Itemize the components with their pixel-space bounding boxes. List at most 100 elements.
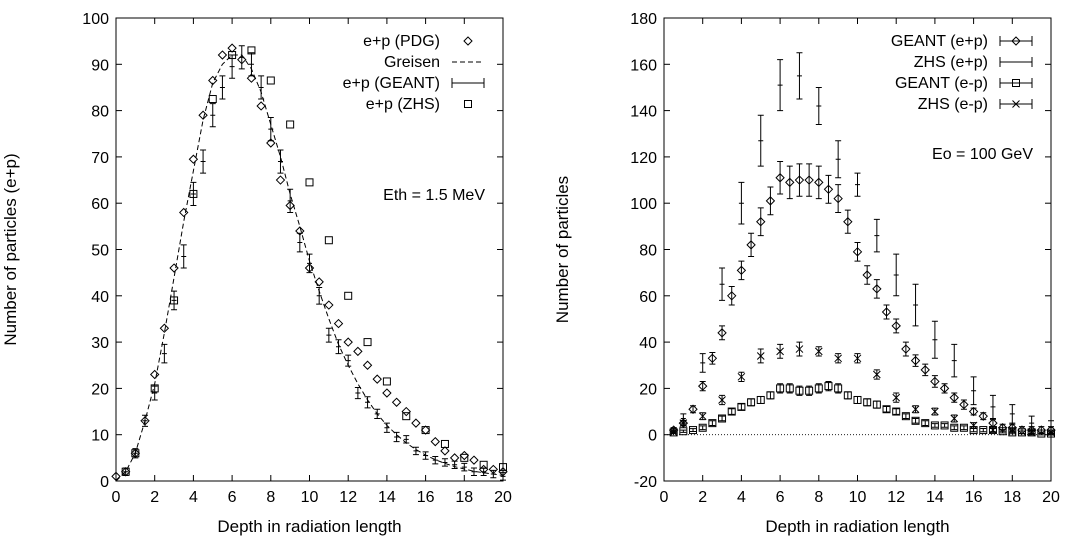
x-tick-label: 10	[301, 489, 319, 506]
error-bar	[825, 174, 832, 204]
error-bar	[1038, 431, 1045, 436]
error-bar	[728, 408, 735, 415]
error-bar	[238, 45, 245, 70]
data-point	[911, 416, 920, 425]
x-tick-label: 10	[849, 489, 867, 506]
y-tick-label: 80	[639, 243, 657, 260]
error-bar	[219, 75, 226, 100]
error-bar	[364, 396, 371, 409]
data-point	[420, 425, 431, 435]
error-bar	[893, 318, 900, 334]
data-point	[689, 426, 698, 435]
data-point	[978, 411, 988, 421]
legend-errorbar	[451, 78, 485, 88]
y-tick-label: 10	[91, 428, 109, 445]
error-bar	[893, 253, 900, 297]
legend-label: ZHS (e+p)	[914, 54, 988, 71]
left-chart-panel: 0 2 4 6 8 10 12 14 16 18 20 0 10 20 30 40 50 60 70 80 90 100 D…	[1, 11, 512, 536]
x-axis-label: Depth in radiation length	[217, 517, 401, 536]
error-bar	[132, 448, 139, 459]
error-bar	[296, 232, 303, 253]
x-tick-label: 8	[266, 489, 275, 506]
data-point	[998, 427, 1007, 436]
error-bar	[393, 431, 400, 443]
error-bar	[354, 386, 361, 400]
x-tick-label: 4	[189, 489, 198, 506]
error-bar	[999, 429, 1006, 434]
data-point	[227, 43, 237, 53]
error-bar	[970, 427, 977, 433]
data-point	[805, 386, 814, 395]
error-bar	[835, 140, 842, 179]
data-point	[872, 400, 881, 409]
error-bar	[844, 391, 851, 400]
data-point	[353, 346, 363, 357]
error-bar	[412, 446, 419, 456]
y-tick-label: 0	[100, 474, 109, 491]
data-point	[1008, 426, 1017, 434]
data-point	[266, 76, 275, 85]
error-bar	[902, 413, 909, 419]
data-point	[834, 354, 843, 363]
data-point	[131, 449, 140, 458]
data-point	[169, 263, 179, 273]
energy-annotation: Eth = 1.5 MeV	[383, 187, 485, 204]
data-point	[430, 436, 440, 447]
error-bar	[151, 385, 158, 401]
error-bar	[864, 398, 871, 407]
error-bar	[757, 207, 764, 237]
data-point	[698, 412, 707, 421]
data-point	[189, 189, 198, 198]
error-bar	[142, 414, 149, 427]
error-bar	[200, 149, 207, 174]
error-bar	[709, 420, 716, 426]
data-point	[892, 393, 901, 402]
error-bar	[786, 165, 793, 200]
data-point	[794, 175, 805, 185]
data-point	[382, 388, 392, 398]
legend-errorbar	[999, 78, 1033, 88]
data-point	[989, 426, 997, 434]
error-bar	[931, 423, 938, 428]
error-bar	[970, 376, 977, 406]
error-bar	[757, 396, 764, 404]
data-point	[362, 360, 373, 370]
data-point	[1047, 428, 1055, 437]
plot-frame	[115, 17, 504, 482]
error-bar	[1009, 404, 1016, 424]
data-point	[324, 236, 333, 245]
error-bar	[873, 279, 880, 299]
error-bar	[854, 172, 861, 197]
data-point	[833, 193, 843, 204]
data-point	[756, 352, 765, 360]
error-bar	[796, 52, 803, 100]
data-point	[1027, 428, 1036, 437]
data-point	[814, 384, 823, 393]
data-point	[872, 370, 881, 379]
x-tick-label: 6	[228, 489, 237, 506]
error-bar	[883, 304, 890, 320]
data-point	[959, 423, 968, 432]
error-bar	[738, 260, 745, 281]
data-point	[852, 247, 863, 257]
y-tick-label: 100	[630, 196, 657, 213]
data-point	[756, 217, 766, 227]
data-point	[401, 406, 411, 417]
error-bar	[374, 408, 381, 419]
data-point	[717, 328, 727, 338]
data-point	[882, 405, 891, 414]
series-zhs-e-p-	[669, 341, 1055, 437]
data-point	[121, 467, 130, 476]
data-point	[149, 369, 160, 380]
data-point	[843, 391, 852, 400]
data-point	[198, 110, 208, 120]
data-point	[246, 73, 257, 83]
y-tick-label: 180	[630, 11, 657, 28]
data-point	[921, 419, 930, 428]
error-bar	[893, 408, 900, 415]
data-point	[737, 402, 746, 411]
error-bar	[383, 422, 390, 433]
error-bar	[980, 427, 987, 433]
data-point	[823, 184, 834, 195]
